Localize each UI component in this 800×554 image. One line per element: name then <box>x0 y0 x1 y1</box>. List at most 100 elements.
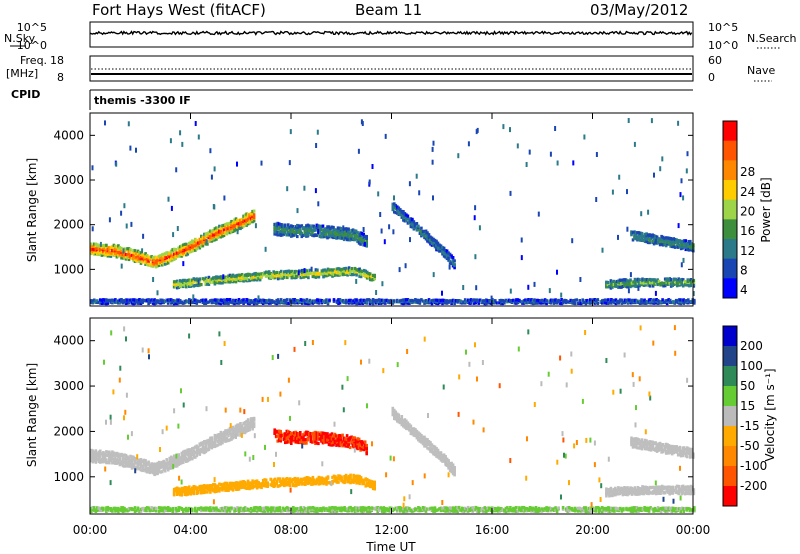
data-cell <box>692 283 696 287</box>
data-cell <box>183 248 187 252</box>
data-cell <box>445 249 449 253</box>
data-cell <box>340 475 343 479</box>
data-cell <box>656 282 659 287</box>
data-cell <box>206 232 209 236</box>
data-cell <box>621 493 625 497</box>
data-cell <box>126 253 129 257</box>
data-cell <box>330 437 334 441</box>
data-cell <box>145 469 149 473</box>
data-cell <box>651 485 655 489</box>
data-cell <box>688 279 691 283</box>
data-cell <box>540 298 544 302</box>
data-cell <box>111 452 114 456</box>
data-cell <box>513 301 517 305</box>
data-cell <box>287 223 290 227</box>
data-cell <box>223 195 226 201</box>
data-cell <box>129 464 132 468</box>
data-cell <box>648 490 652 494</box>
data-cell <box>306 433 310 437</box>
data-cell <box>169 259 173 263</box>
data-cell <box>444 299 447 303</box>
data-cell <box>609 489 613 493</box>
data-cell <box>288 229 292 233</box>
data-cell <box>201 244 205 248</box>
data-cell <box>335 267 339 271</box>
data-cell <box>299 440 302 444</box>
data-cell <box>172 282 176 286</box>
data-cell <box>133 465 137 469</box>
data-cell <box>628 298 631 302</box>
data-cell <box>655 235 659 239</box>
data-cell <box>400 415 404 419</box>
data-cell <box>317 433 320 437</box>
data-cell <box>675 284 679 288</box>
data-cell <box>337 480 340 484</box>
data-cell <box>306 438 310 442</box>
data-cell <box>280 224 284 229</box>
data-cell <box>483 299 487 303</box>
data-cell <box>145 254 149 258</box>
data-cell <box>274 232 278 236</box>
data-cell <box>405 298 408 302</box>
data-cell <box>320 435 323 439</box>
data-cell <box>138 259 141 263</box>
data-cell <box>278 479 281 483</box>
data-cell <box>653 282 656 286</box>
data-cell <box>171 456 174 460</box>
data-cell <box>636 440 639 444</box>
data-cell <box>334 479 337 483</box>
data-cell <box>204 490 208 494</box>
data-cell <box>210 301 214 305</box>
data-cell <box>391 412 395 416</box>
data-cell <box>219 235 223 239</box>
data-cell <box>127 456 131 460</box>
data-cell <box>329 433 332 437</box>
data-cell <box>371 482 375 486</box>
data-cell <box>380 298 384 302</box>
data-cell <box>286 272 289 277</box>
data-cell <box>272 484 275 488</box>
data-cell <box>686 491 690 495</box>
data-cell <box>373 299 376 303</box>
data-cell <box>294 232 298 236</box>
data-cell <box>551 298 554 302</box>
data-cell <box>156 465 159 469</box>
data-cell <box>610 298 613 302</box>
data-cell <box>632 488 635 492</box>
data-cell <box>478 225 481 231</box>
data-cell <box>560 292 563 298</box>
data-cell <box>332 440 335 444</box>
data-cell <box>186 278 190 282</box>
data-cell <box>197 283 200 288</box>
data-cell <box>228 279 232 283</box>
data-cell <box>188 244 191 248</box>
data-cell <box>212 204 215 209</box>
data-cell <box>252 480 256 485</box>
data-cell <box>120 263 123 269</box>
data-cell <box>267 274 271 278</box>
data-cell <box>269 275 272 279</box>
data-cell <box>400 298 404 302</box>
data-cell <box>126 298 129 302</box>
data-cell <box>365 235 368 239</box>
data-cell <box>293 476 297 481</box>
data-cell <box>636 488 640 492</box>
data-cell <box>203 232 206 236</box>
data-cell <box>138 252 141 256</box>
data-cell <box>276 227 279 231</box>
data-cell <box>347 229 350 233</box>
data-cell <box>351 442 355 447</box>
data-cell <box>342 234 346 238</box>
data-cell <box>273 477 277 481</box>
data-cell <box>678 283 682 287</box>
data-cell <box>234 220 238 224</box>
data-cell <box>672 277 676 281</box>
data-cell <box>509 127 511 133</box>
data-cell <box>254 275 257 279</box>
data-cell <box>234 485 238 489</box>
data-cell <box>367 298 370 302</box>
data-cell <box>309 432 313 436</box>
data-cell <box>267 271 271 276</box>
data-cell <box>469 298 473 302</box>
data-cell <box>105 243 108 247</box>
